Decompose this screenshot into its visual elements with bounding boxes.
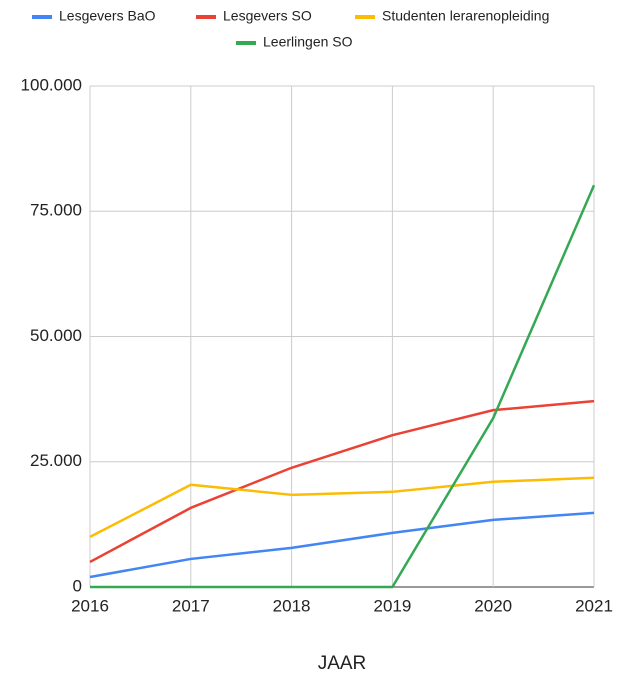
line-series: [89, 476, 595, 539]
y-tick-label: 75.000: [30, 201, 82, 220]
y-tick-label: 25.000: [30, 451, 82, 470]
legend-label: Studenten lerarenopleiding: [382, 8, 549, 24]
line-series: [90, 184, 596, 589]
y-tick-label: 0: [73, 576, 82, 595]
y-tick-label: 50.000: [30, 326, 82, 345]
x-tick-label: 2018: [273, 596, 311, 615]
legend-label: Lesgevers SO: [223, 8, 312, 24]
legend-label: Lesgevers BaO: [59, 8, 156, 24]
x-tick-label: 2017: [172, 596, 210, 615]
x-axis-label: JAAR: [318, 653, 367, 674]
legend-label: Leerlingen SO: [263, 34, 353, 50]
x-tick-label: 2021: [575, 596, 613, 615]
y-tick-label: 100.000: [21, 75, 82, 94]
x-tick-label: 2020: [474, 596, 512, 615]
line-series: [89, 511, 595, 579]
x-tick-label: 2016: [71, 596, 109, 615]
x-tick-label: 2019: [373, 596, 411, 615]
line-series: [89, 399, 595, 564]
